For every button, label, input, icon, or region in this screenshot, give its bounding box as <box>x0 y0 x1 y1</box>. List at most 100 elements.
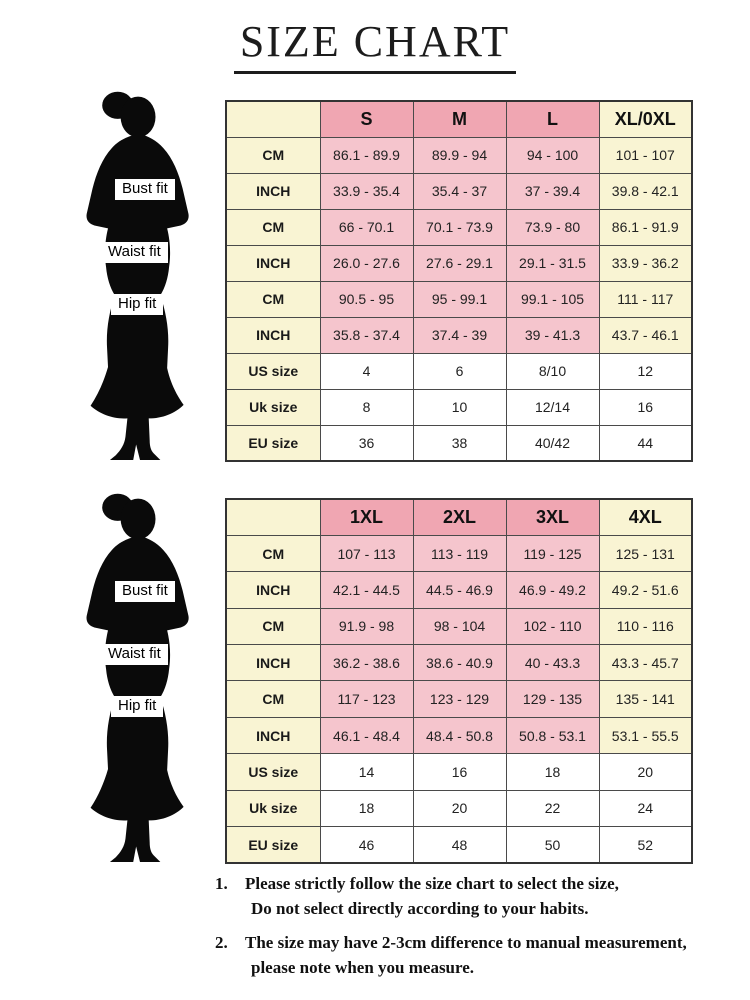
row-label: INCH <box>225 172 321 210</box>
value-cell: 8/10 <box>505 352 600 390</box>
note-line: Please strictly follow the size chart to… <box>245 874 619 893</box>
value-cell: 37.4 - 39 <box>412 316 507 354</box>
value-cell: 44 <box>598 424 693 462</box>
table-row: EU size 36 38 40/42 44 <box>225 424 693 462</box>
value-cell: 86.1 - 89.9 <box>319 136 414 174</box>
table-row: US size 4 6 8/10 12 <box>225 352 693 390</box>
row-label: US size <box>225 753 321 791</box>
row-label: CM <box>225 208 321 246</box>
value-cell: 33.9 - 36.2 <box>598 244 693 282</box>
value-cell: 102 - 110 <box>505 607 600 646</box>
value-cell: 16 <box>412 753 507 791</box>
value-cell: 8 <box>319 388 414 426</box>
value-cell: 119 - 125 <box>505 534 600 573</box>
value-cell: 6 <box>412 352 507 390</box>
table-row: CM 117 - 123 123 - 129 129 - 135 135 - 141 <box>225 680 693 718</box>
table-row: CM 66 - 70.1 70.1 - 73.9 73.9 - 80 86.1 - 91… <box>225 208 693 246</box>
value-cell: 18 <box>319 789 414 828</box>
note-item: 1. Please strictly follow the size chart… <box>215 872 735 921</box>
corner-cell <box>225 100 321 138</box>
size-col-header: XL/0XL <box>598 100 693 138</box>
value-cell: 40/42 <box>505 424 600 462</box>
value-cell: 111 - 117 <box>598 280 693 318</box>
value-cell: 18 <box>505 753 600 791</box>
waist-fit-label: Waist fit <box>101 242 168 263</box>
row-label: CM <box>225 607 321 646</box>
woman-silhouette-icon <box>86 91 189 461</box>
value-cell: 123 - 129 <box>412 680 507 718</box>
page-title: SIZE CHART <box>233 20 517 74</box>
note-text: The size may have 2-3cm difference to ma… <box>245 931 687 980</box>
footer-notes: 1. Please strictly follow the size chart… <box>215 872 735 981</box>
value-cell: 4 <box>319 352 414 390</box>
value-cell: 110 - 116 <box>598 607 693 646</box>
row-label: US size <box>225 352 321 390</box>
value-cell: 16 <box>598 388 693 426</box>
value-cell: 12/14 <box>505 388 600 426</box>
value-cell: 49.2 - 51.6 <box>598 571 693 609</box>
value-cell: 86.1 - 91.9 <box>598 208 693 246</box>
size-table-plus: 1XL 2XL 3XL 4XL CM 107 - 113 113 - 119 119 - 12… <box>225 498 693 864</box>
size-section-plus: Bust fit Waist fit Hip fit 1XL 2XL 3XL 4XL C… <box>55 486 750 864</box>
table-row: CM 86.1 - 89.9 89.9 - 94 94 - 100 101 - 107 <box>225 136 693 174</box>
table-row: INCH 46.1 - 48.4 48.4 - 50.8 50.8 - 53.1 53.… <box>225 716 693 755</box>
corner-cell <box>225 498 321 536</box>
value-cell: 48.4 - 50.8 <box>412 716 507 755</box>
row-label: EU size <box>225 826 321 864</box>
value-cell: 117 - 123 <box>319 680 414 718</box>
value-cell: 46.9 - 49.2 <box>505 571 600 609</box>
value-cell: 73.9 - 80 <box>505 208 600 246</box>
size-col-header: S <box>319 100 414 138</box>
row-label: CM <box>225 680 321 718</box>
size-table-regular: S M L XL/0XL CM 86.1 - 89.9 89.9 - 94 94 - 100 1… <box>225 100 693 462</box>
value-cell: 36.2 - 38.6 <box>319 644 414 682</box>
row-label: EU size <box>225 424 321 462</box>
note-line: Do not select directly according to your… <box>251 898 589 918</box>
value-cell: 35.8 - 37.4 <box>319 316 414 354</box>
note-line: please note when you measure. <box>251 957 475 977</box>
value-cell: 66 - 70.1 <box>319 208 414 246</box>
table-row: INCH 36.2 - 38.6 38.6 - 40.9 40 - 43.3 43.3 … <box>225 644 693 682</box>
row-label: CM <box>225 280 321 318</box>
value-cell: 24 <box>598 789 693 828</box>
value-cell: 95 - 99.1 <box>412 280 507 318</box>
value-cell: 107 - 113 <box>319 534 414 573</box>
figure-area: Bust fit Waist fit Hip fit <box>55 486 225 864</box>
value-cell: 37 - 39.4 <box>505 172 600 210</box>
size-col-header: L <box>505 100 600 138</box>
row-label: CM <box>225 534 321 573</box>
value-cell: 39.8 - 42.1 <box>598 172 693 210</box>
row-label: INCH <box>225 716 321 755</box>
table-row: INCH 26.0 - 27.6 27.6 - 29.1 29.1 - 31.5 33.… <box>225 244 693 282</box>
value-cell: 91.9 - 98 <box>319 607 414 646</box>
value-cell: 27.6 - 29.1 <box>412 244 507 282</box>
value-cell: 35.4 - 37 <box>412 172 507 210</box>
bust-fit-label: Bust fit <box>115 179 175 200</box>
table-row: INCH 35.8 - 37.4 37.4 - 39 39 - 41.3 43.7 - … <box>225 316 693 354</box>
value-cell: 125 - 131 <box>598 534 693 573</box>
value-cell: 52 <box>598 826 693 864</box>
row-label: INCH <box>225 644 321 682</box>
value-cell: 53.1 - 55.5 <box>598 716 693 755</box>
value-cell: 12 <box>598 352 693 390</box>
table-row: INCH 33.9 - 35.4 35.4 - 37 37 - 39.4 39.8 - … <box>225 172 693 210</box>
value-cell: 99.1 - 105 <box>505 280 600 318</box>
value-cell: 38 <box>412 424 507 462</box>
value-cell: 20 <box>412 789 507 828</box>
row-label: Uk size <box>225 789 321 828</box>
value-cell: 40 - 43.3 <box>505 644 600 682</box>
figure-area: Bust fit Waist fit Hip fit <box>55 84 225 462</box>
table-row: US size 14 16 18 20 <box>225 753 693 791</box>
hip-fit-label: Hip fit <box>111 696 164 717</box>
note-line: The size may have 2-3cm difference to ma… <box>245 933 687 953</box>
value-cell: 70.1 - 73.9 <box>412 208 507 246</box>
value-cell: 10 <box>412 388 507 426</box>
value-cell: 33.9 - 35.4 <box>319 172 414 210</box>
value-cell: 42.1 - 44.5 <box>319 571 414 609</box>
note-number: 1. <box>215 874 228 893</box>
table-row: INCH 42.1 - 44.5 44.5 - 46.9 46.9 - 49.2 49.… <box>225 571 693 609</box>
value-cell: 113 - 119 <box>412 534 507 573</box>
woman-silhouette-icon <box>86 493 189 863</box>
value-cell: 90.5 - 95 <box>319 280 414 318</box>
